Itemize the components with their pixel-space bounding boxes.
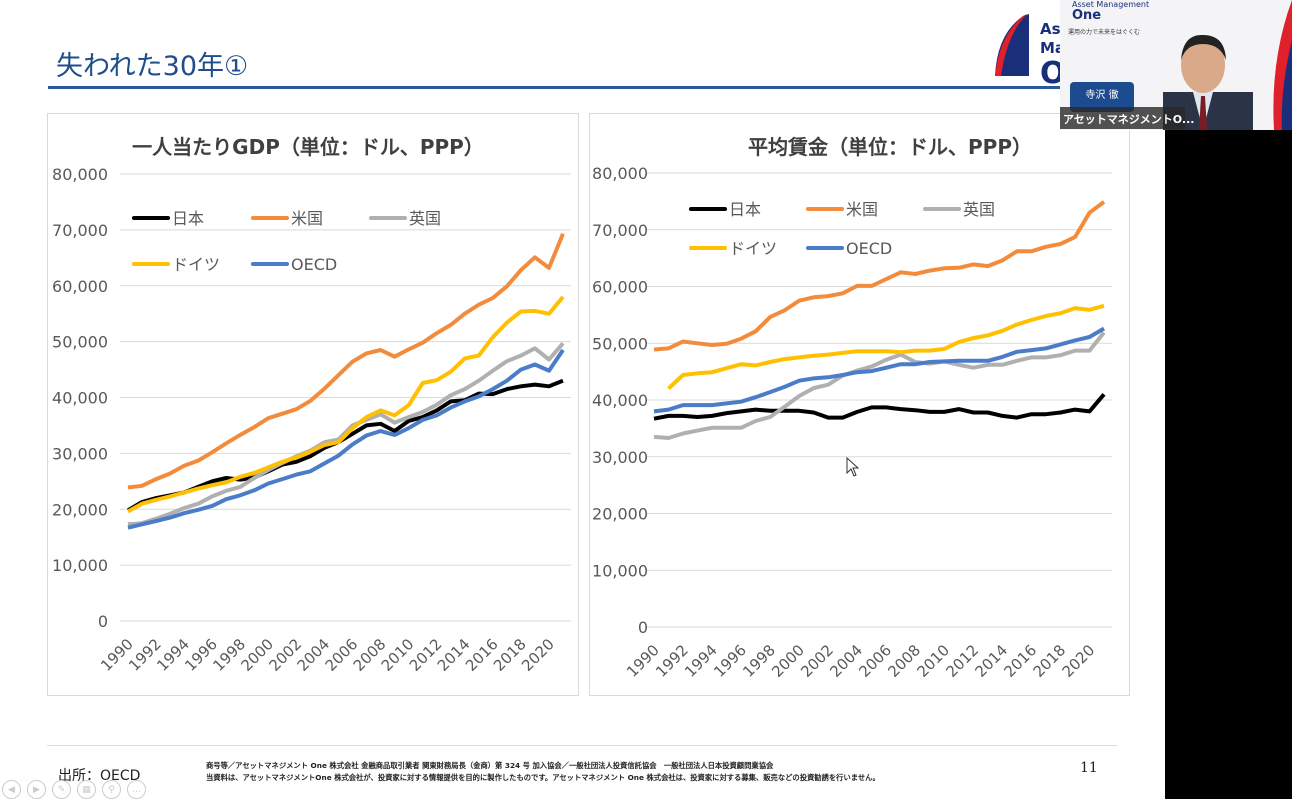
x-tick-label: 2012 [942,641,982,681]
x-tick-label: 2004 [826,641,866,681]
x-tick-label: 2014 [971,641,1011,681]
mouse-cursor-icon [846,457,860,477]
y-tick-label: 70,000 [592,221,648,240]
y-tick-label: 70,000 [52,221,108,240]
x-tick-label: 1990 [623,641,663,681]
source-note: 出所：OECD [58,768,141,784]
legend-label: ドイツ [172,255,220,274]
series-line-4 [653,326,1106,414]
x-tick-label: 2002 [797,641,837,681]
y-tick-label: 20,000 [592,505,648,524]
gdp-chart-panel: 一人当たりGDP（単位：ドル、PPP） 0 10,000 20,000 30,000 40… [47,113,579,696]
gdp-per-capita-chart: 一人当たりGDP（単位：ドル、PPP） 0 10,000 20,000 30,000 40… [52,135,571,675]
y-tick-label: 60,000 [592,278,648,297]
y-tick-label: 50,000 [52,333,108,352]
x-tick-label: 2008 [884,641,924,681]
legend-label: ドイツ [729,239,777,258]
y-tick-label: 40,000 [592,391,648,410]
y-tick-label: 80,000 [52,165,108,184]
series-line-4 [127,348,565,530]
legend-label: 米国 [291,209,323,228]
series-line-2 [653,331,1106,440]
zoom-icon[interactable]: ⚲ [102,780,121,799]
pen-icon[interactable]: ✎ [52,780,71,799]
x-tick-label: 2010 [913,641,953,681]
series-line-0 [653,393,1106,421]
presenter-video[interactable]: Asset Management One 運用の力で未来をはぐくむ 寺沢 徹 アセ… [1060,0,1292,130]
x-tick-label: 1992 [652,641,692,681]
y-tick-label: 30,000 [592,448,648,467]
participant-name-caption: アセットマネジメントO... [1060,107,1194,129]
more-options-icon[interactable]: … [127,780,146,799]
y-tick-label: 40,000 [52,389,108,408]
y-tick-label: 10,000 [52,556,108,575]
slides-icon[interactable]: ▦ [77,780,96,799]
y-tick-label: 20,000 [52,500,108,519]
x-tick-label: 2006 [855,641,895,681]
x-tick-label: 1998 [739,641,779,681]
series-line-1 [653,200,1106,352]
x-tick-label: 2000 [768,641,808,681]
footer-divider [47,745,1117,746]
slideshow-controls: ◀ ▶ ✎ ▦ ⚲ … [2,780,146,799]
legend-label: 英国 [409,209,441,228]
chart-title: 一人当たりGDP（単位：ドル、PPP） [132,135,484,159]
legend-label: 米国 [846,200,878,219]
y-tick-label: 0 [638,618,648,637]
series-line-3 [127,295,565,514]
y-tick-label: 50,000 [592,334,648,353]
x-tick-label: 2018 [1030,641,1070,681]
x-tick-label: 2020 [1059,641,1099,681]
video-logo: Asset Management One [1072,0,1150,23]
next-slide-icon[interactable]: ▶ [27,780,46,799]
x-tick-label: 1996 [710,641,750,681]
y-tick-label: 10,000 [592,561,648,580]
slide-title: 失われた30年① [56,51,249,82]
series-line-3 [667,303,1105,391]
series-line-1 [127,233,565,490]
x-tick-label: 2016 [1001,641,1041,681]
video-background [1165,130,1292,799]
page-number: 11 [1080,760,1098,776]
video-tagline: 運用の力で未来をはぐくむ [1068,29,1141,36]
x-tick-label: 2020 [518,635,558,675]
brand-swoosh [1273,0,1292,130]
chart-title: 平均賃金（単位：ドル、PPP） [748,135,1032,159]
legend-label: OECD [846,239,892,258]
company-logo [995,14,1029,76]
y-tick-label: 80,000 [592,164,648,183]
x-tick-label: 1994 [681,641,721,681]
y-tick-label: 60,000 [52,277,108,296]
legend-label: 日本 [172,209,204,228]
y-tick-label: 0 [98,612,108,631]
average-wage-chart: 平均賃金（単位：ドル、PPP） 0 10,000 20,000 30,000 40,000… [592,135,1112,681]
legend-label: 日本 [729,200,761,219]
wage-chart-panel: 平均賃金（単位：ドル、PPP） 0 10,000 20,000 30,000 40,000… [589,113,1130,696]
legend-label: 英国 [963,200,995,219]
legend-label: OECD [291,255,337,274]
title-divider [48,86,1068,89]
legal-disclaimer: 商号等／アセットマネジメント One 株式会社 金融商品取引業者 関東財務局長（… [206,761,880,782]
y-tick-label: 30,000 [52,444,108,463]
previous-slide-icon[interactable]: ◀ [2,780,21,799]
